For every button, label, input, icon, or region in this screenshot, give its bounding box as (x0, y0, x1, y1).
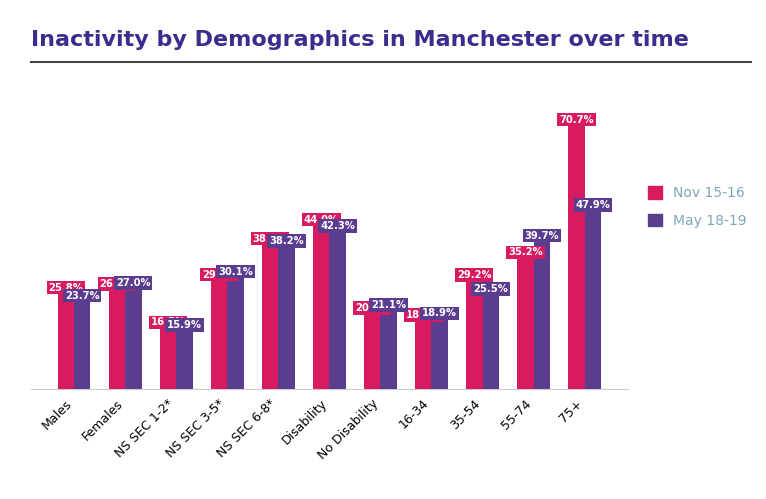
Text: 30.1%: 30.1% (218, 266, 253, 276)
Bar (517, 257, 534, 389)
Text: 29.3%: 29.3% (201, 269, 237, 279)
Text: 29.2%: 29.2% (457, 270, 492, 280)
Bar (57, 292, 74, 389)
Text: 26.7%: 26.7% (100, 279, 134, 289)
Text: 25.5%: 25.5% (473, 284, 508, 294)
Bar (466, 280, 483, 389)
Bar (160, 327, 176, 389)
Bar (313, 225, 329, 389)
Text: 18.9%: 18.9% (422, 308, 457, 318)
Text: 25.8%: 25.8% (48, 282, 83, 292)
Text: 23.7%: 23.7% (65, 290, 100, 300)
Text: 42.3%: 42.3% (320, 221, 355, 231)
Bar (74, 300, 90, 389)
Bar (262, 244, 278, 389)
Text: 15.9%: 15.9% (167, 320, 202, 330)
Bar (364, 313, 381, 389)
Bar (278, 247, 295, 389)
Text: 70.7%: 70.7% (559, 115, 594, 125)
Bar (534, 241, 550, 389)
Bar (329, 231, 345, 389)
Bar (381, 310, 397, 389)
Bar (431, 318, 448, 389)
Bar (483, 294, 499, 389)
Text: 44.0%: 44.0% (303, 215, 339, 225)
Text: 27.0%: 27.0% (116, 278, 151, 288)
Bar (415, 320, 431, 389)
Bar (584, 210, 601, 389)
Text: 16.5%: 16.5% (150, 317, 185, 327)
Text: Inactivity by Demographics in Manchester over time: Inactivity by Demographics in Manchester… (31, 30, 689, 50)
Text: 35.2%: 35.2% (508, 248, 543, 257)
Text: 18.5%: 18.5% (406, 310, 441, 320)
Bar (176, 330, 192, 389)
Bar (568, 125, 584, 389)
Text: 38.9%: 38.9% (253, 234, 287, 244)
Bar (125, 288, 142, 389)
Text: 20.4%: 20.4% (355, 303, 390, 313)
Text: 39.7%: 39.7% (525, 231, 559, 241)
Bar (211, 279, 228, 389)
Text: 21.1%: 21.1% (371, 300, 406, 310)
Bar (109, 289, 125, 389)
Bar (228, 276, 244, 389)
Text: 47.9%: 47.9% (575, 200, 611, 210)
Legend: Nov 15-16, May 18-19: Nov 15-16, May 18-19 (643, 181, 753, 234)
Text: 38.2%: 38.2% (269, 236, 304, 247)
